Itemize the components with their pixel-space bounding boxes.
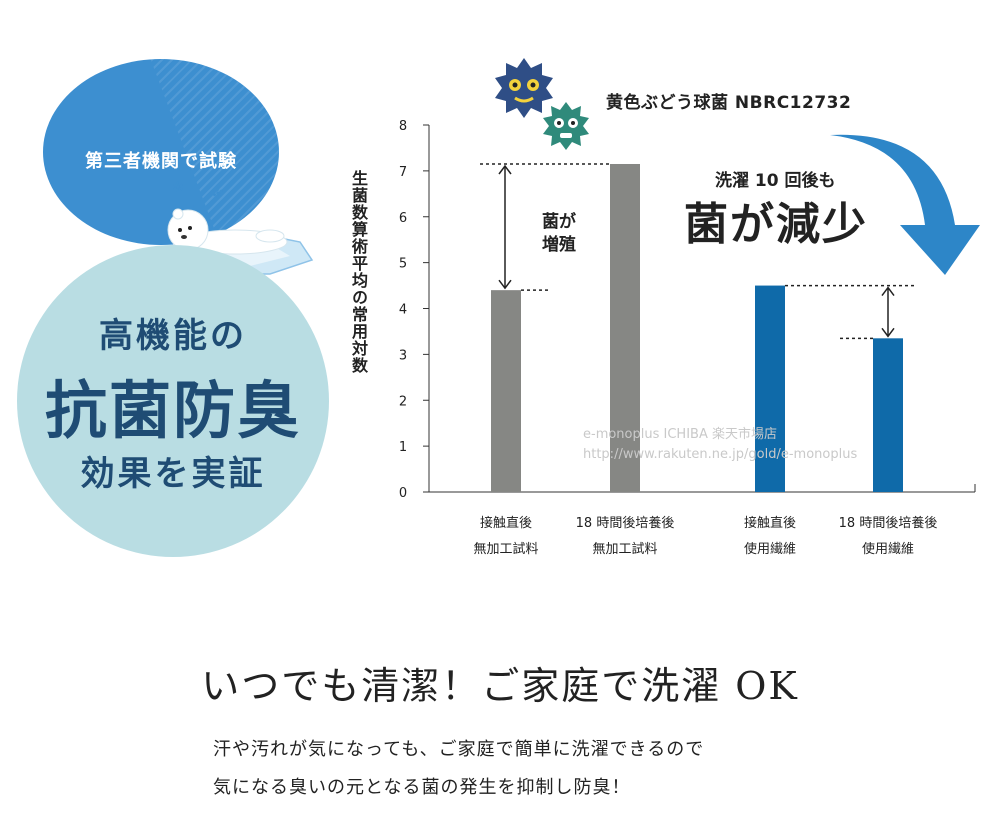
badge-circle [17,245,329,557]
y-tick-label: 6 [399,211,407,226]
x-tick-label: 18 時間後培養後 [576,515,675,531]
footer-headline: いつでも清潔！ご家庭で洗濯 OK [201,664,799,708]
x-tick-label: 接触直後 [480,515,532,531]
arrow-head-down [498,279,512,290]
third-party-test-label: 第三者機関で試験 [85,151,237,172]
badge-line-2: 抗菌防臭 [44,374,301,447]
watermark-line-2: http://www.rakuten.ne.jp/gold/e-monoplus [583,447,858,462]
svg-text:·: · [192,202,195,213]
arrow-head-down [881,327,895,338]
y-tick-label: 3 [399,348,407,363]
speech-bubble: 第三者機関で試験 [43,59,279,245]
y-axis-label: 生菌数算術平均の常用対数 [349,170,368,374]
arrow-head-up [881,286,895,297]
y-tick-label: 1 [399,440,407,455]
reduce-annotation-big: 菌が減少 [684,199,868,250]
germ-icon [495,58,589,150]
svg-text:✻: ✻ [212,186,224,202]
x-tick-label: 18 時間後培養後 [839,515,938,531]
y-tick-label: 2 [399,394,407,409]
chart-title: 黄色ぶどう球菌 NBRC12732 [606,93,852,113]
bar [873,338,903,492]
growth-annotation: 菌が増殖 [542,212,576,255]
watermark-line-1: e-monoplus ICHIBA 楽天市場店 [583,427,777,442]
svg-text:·: · [238,204,241,215]
x-tick-label: 使用繊維 [862,541,914,557]
bar [610,163,640,492]
footer-body-line-1: 汗や汚れが気になっても、ご家庭で簡単に洗濯できるので [213,739,705,760]
badge-line-1: 高機能の [99,316,247,356]
svg-text:✻: ✻ [172,180,184,196]
bar [491,290,521,492]
reduce-annotation-small: 洗濯 10 回後も [715,171,836,191]
x-tick-label: 無加工試料 [592,541,657,557]
y-tick-label: 7 [399,165,407,180]
x-tick-label: 接触直後 [744,515,796,531]
polar-bear-icon: ✻ ✻ · · [153,180,314,275]
x-tick-label: 使用繊維 [744,541,796,557]
y-tick-label: 8 [399,119,407,134]
bar [755,285,785,492]
y-tick-label: 5 [399,257,407,272]
arrow-head-up [498,164,512,175]
x-tick-label: 無加工試料 [473,541,538,557]
curved-arrow-icon [830,134,980,275]
y-tick-label: 0 [399,486,407,501]
badge-line-3: 効果を実証 [80,454,266,494]
y-tick-label: 4 [399,303,407,318]
footer-body-line-2: 気になる臭いの元となる菌の発生を抑制し防臭！ [213,777,631,798]
